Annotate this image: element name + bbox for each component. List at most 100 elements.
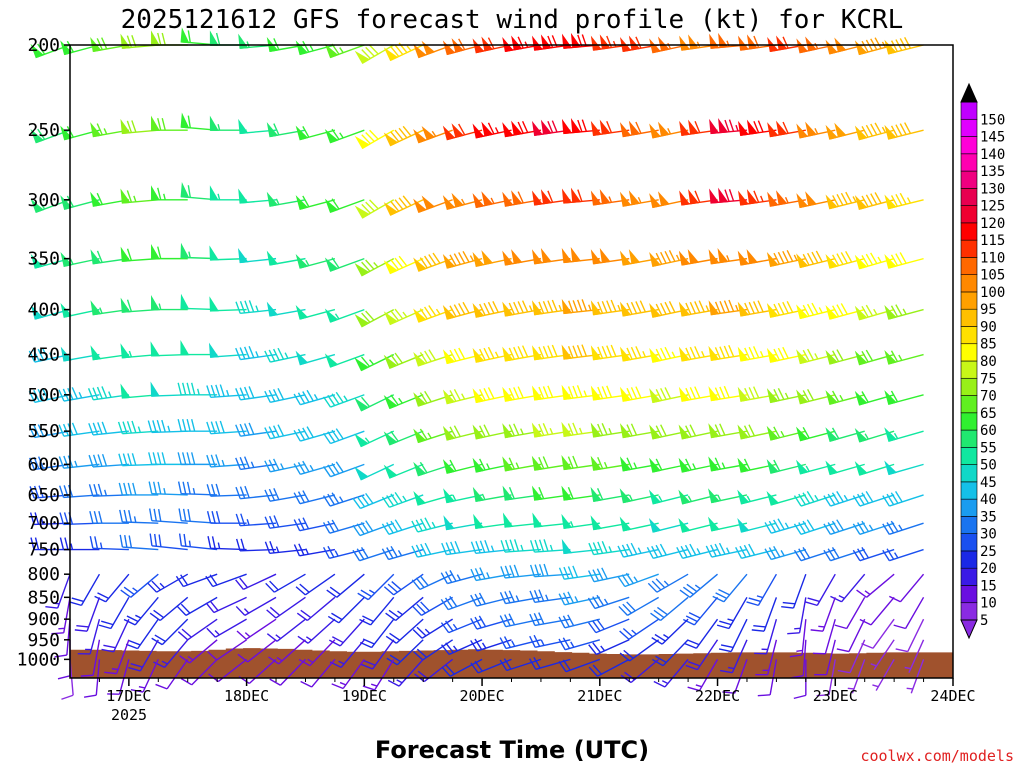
plot-frame	[69, 44, 954, 679]
wind-barb	[441, 540, 483, 556]
wind-barb	[151, 244, 188, 260]
wind-barb	[590, 299, 630, 316]
colorbar-label: 10	[980, 596, 997, 612]
wind-barb	[746, 573, 778, 607]
wind-barb	[89, 511, 129, 524]
wind-barb	[295, 125, 336, 141]
wind-barb	[870, 639, 895, 671]
wind-barb	[383, 308, 424, 326]
wind-barb	[411, 517, 453, 533]
wind-barb	[558, 637, 600, 651]
colorbar-label: 25	[980, 544, 997, 560]
wind-barb	[678, 386, 718, 402]
y-tick-label: 800	[27, 564, 60, 585]
wind-barb	[381, 519, 424, 536]
y-tick-label: 950	[27, 630, 60, 651]
wind-barb	[69, 573, 101, 607]
colorbar-label: 135	[980, 164, 1005, 180]
colorbar-segment	[960, 291, 978, 310]
colorbar-label: 115	[980, 233, 1005, 249]
wind-barb	[472, 250, 512, 267]
wind-barb	[177, 481, 218, 496]
wind-barb	[861, 618, 895, 649]
wind-barb	[825, 427, 865, 442]
wind-barb	[882, 520, 924, 536]
wind-barb	[266, 122, 306, 138]
wind-barb	[295, 573, 336, 596]
wind-barb	[328, 618, 365, 647]
wind-barb	[737, 346, 777, 362]
wind-barb	[816, 659, 836, 697]
wind-barb	[323, 461, 365, 478]
wind-barb	[884, 349, 924, 365]
wind-barb	[178, 508, 218, 524]
wind-barb	[293, 460, 336, 475]
wind-barb	[470, 592, 512, 607]
wind-barb	[387, 658, 424, 687]
wind-barb	[383, 573, 424, 596]
wind-barb	[834, 596, 866, 630]
wind-barb	[107, 659, 130, 695]
wind-barb	[236, 618, 277, 640]
colorbar-segment	[960, 550, 978, 569]
x-year-label: 2025	[111, 706, 147, 724]
wind-barb	[235, 513, 277, 527]
wind-barb	[884, 460, 924, 476]
wind-barb	[882, 548, 924, 562]
colorbar-segment	[960, 412, 978, 431]
colorbar-segment	[960, 274, 978, 293]
credit-link[interactable]: coolwx.com/models	[860, 747, 1014, 765]
colorbar-top-arrow	[960, 82, 978, 103]
colorbar-segment	[960, 222, 978, 241]
colorbar-segment	[960, 205, 978, 224]
wind-barb	[531, 422, 571, 438]
wind-barb	[619, 300, 659, 317]
wind-barb	[383, 42, 424, 62]
wind-barb	[177, 618, 218, 641]
wind-barb	[884, 252, 924, 269]
wind-barb	[153, 639, 189, 669]
wind-barb	[413, 639, 454, 661]
wind-barb	[859, 596, 895, 626]
x-tick-label: 22DEC	[695, 687, 740, 705]
wind-barb	[440, 618, 483, 634]
wind-barb	[590, 119, 630, 136]
colorbar-label: 130	[980, 181, 1005, 197]
x-tick-label: 17DEC	[106, 687, 151, 705]
wind-barb	[588, 639, 630, 656]
wind-barb	[531, 299, 571, 316]
wind-barb	[354, 463, 395, 481]
wind-barb	[618, 596, 660, 616]
wind-barb	[151, 115, 188, 131]
wind-barb	[206, 483, 247, 497]
wind-barb	[357, 573, 395, 601]
wind-barb	[812, 618, 836, 655]
wind-barb	[206, 618, 247, 638]
colorbar-segment	[960, 188, 978, 206]
wind-barb	[529, 612, 571, 627]
wind-barb	[360, 639, 395, 670]
wind-barb	[177, 452, 218, 466]
wind-barb	[588, 618, 630, 634]
wind-barb	[352, 547, 394, 562]
wind-barb	[751, 597, 778, 632]
wind-barb	[470, 567, 512, 582]
wind-barb	[119, 534, 159, 551]
x-tick-label: 21DEC	[577, 687, 622, 705]
wind-barb	[149, 596, 189, 622]
wind-barb	[295, 254, 336, 269]
wind-barb	[529, 563, 571, 578]
wind-barb	[413, 390, 453, 407]
wind-barb	[322, 519, 365, 534]
wind-barb	[646, 543, 689, 559]
wind-barb	[884, 427, 924, 442]
wind-barb	[684, 618, 719, 649]
colorbar-label: 125	[980, 199, 1005, 215]
wind-barb	[176, 596, 218, 616]
wind-barb	[149, 533, 188, 551]
y-tick-label: 550	[27, 421, 60, 442]
wind-barb	[796, 459, 836, 475]
wind-barb	[354, 430, 395, 448]
wind-barb	[649, 424, 689, 440]
wind-barb	[502, 120, 542, 138]
